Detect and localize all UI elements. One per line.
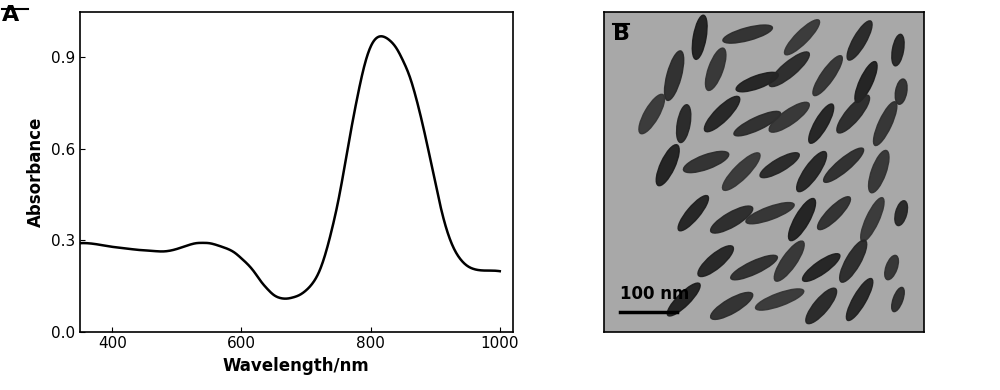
Ellipse shape — [809, 104, 834, 143]
Ellipse shape — [803, 254, 840, 282]
Ellipse shape — [734, 112, 781, 136]
Ellipse shape — [667, 283, 700, 316]
Ellipse shape — [824, 148, 864, 183]
Ellipse shape — [746, 202, 794, 224]
Ellipse shape — [869, 151, 889, 193]
Ellipse shape — [813, 56, 842, 96]
Ellipse shape — [639, 94, 665, 134]
Ellipse shape — [705, 48, 726, 90]
Ellipse shape — [677, 105, 691, 143]
Ellipse shape — [847, 21, 872, 60]
Ellipse shape — [678, 195, 708, 231]
Ellipse shape — [892, 34, 904, 66]
Ellipse shape — [711, 206, 753, 233]
X-axis label: Wavelength/nm: Wavelength/nm — [223, 357, 370, 375]
Ellipse shape — [874, 102, 897, 145]
Y-axis label: Absorbance: Absorbance — [27, 116, 45, 227]
Ellipse shape — [797, 152, 827, 191]
Ellipse shape — [656, 145, 679, 186]
Ellipse shape — [895, 201, 908, 225]
Ellipse shape — [665, 51, 684, 101]
Ellipse shape — [704, 96, 740, 132]
Ellipse shape — [683, 151, 729, 173]
Ellipse shape — [769, 102, 809, 132]
Ellipse shape — [731, 255, 777, 280]
Ellipse shape — [855, 62, 877, 103]
Ellipse shape — [736, 72, 778, 92]
Text: B: B — [613, 25, 630, 44]
Ellipse shape — [885, 255, 898, 280]
Ellipse shape — [760, 153, 799, 178]
Ellipse shape — [861, 198, 884, 241]
Ellipse shape — [818, 197, 850, 230]
Ellipse shape — [774, 241, 804, 281]
Ellipse shape — [837, 95, 870, 133]
Ellipse shape — [711, 292, 753, 319]
Ellipse shape — [756, 289, 804, 310]
Ellipse shape — [895, 79, 907, 104]
Ellipse shape — [698, 246, 733, 277]
Text: A: A — [2, 5, 19, 25]
Ellipse shape — [892, 287, 904, 312]
Ellipse shape — [789, 199, 816, 241]
Ellipse shape — [692, 15, 707, 59]
Ellipse shape — [806, 288, 837, 324]
Ellipse shape — [784, 20, 820, 55]
Ellipse shape — [723, 25, 772, 43]
Ellipse shape — [722, 153, 760, 190]
Ellipse shape — [769, 52, 809, 87]
Ellipse shape — [840, 240, 867, 282]
Text: 100 nm: 100 nm — [620, 285, 689, 303]
Ellipse shape — [846, 278, 873, 321]
